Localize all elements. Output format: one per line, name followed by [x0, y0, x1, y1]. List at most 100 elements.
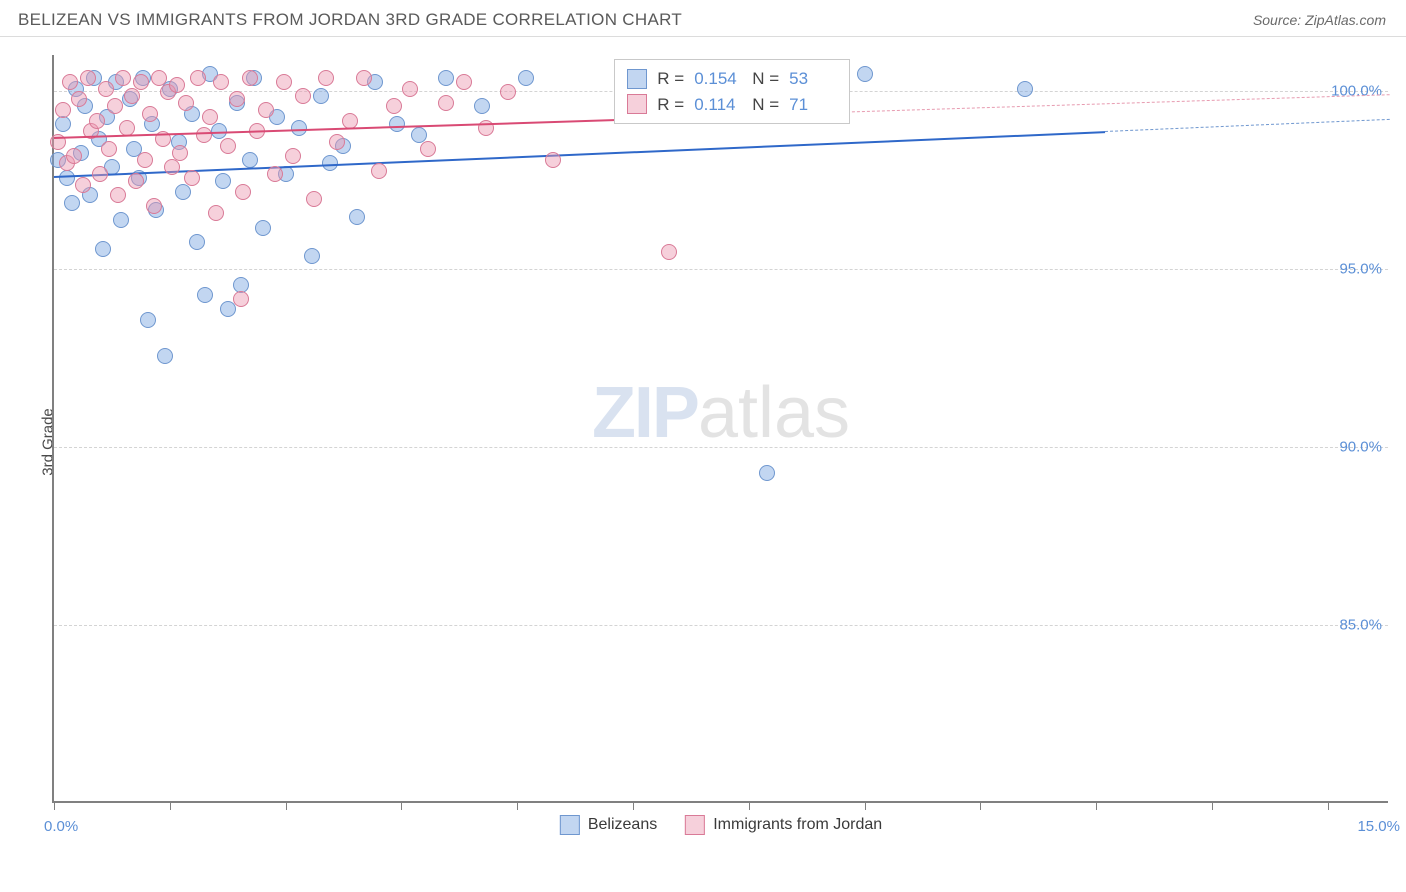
data-point — [661, 244, 677, 260]
data-point — [133, 74, 149, 90]
data-point — [242, 70, 258, 86]
data-point — [371, 163, 387, 179]
data-point — [124, 88, 140, 104]
data-point — [356, 70, 372, 86]
data-point — [119, 120, 135, 136]
x-tick — [633, 801, 634, 810]
watermark-zip: ZIP — [592, 373, 698, 453]
data-point — [172, 145, 188, 161]
data-point — [389, 116, 405, 132]
legend: Belizeans Immigrants from Jordan — [560, 815, 882, 835]
data-point — [92, 166, 108, 182]
n-value: 53 — [789, 66, 837, 92]
watermark: ZIPatlas — [592, 372, 850, 454]
legend-label: Immigrants from Jordan — [713, 816, 882, 834]
stats-legend-box: R =0.154N =53R =0.114N =71 — [614, 59, 850, 124]
data-point — [55, 116, 71, 132]
data-point — [342, 113, 358, 129]
data-point — [220, 301, 236, 317]
data-point — [59, 170, 75, 186]
x-axis-max-label: 15.0% — [1357, 818, 1400, 835]
data-point — [235, 184, 251, 200]
data-point — [164, 159, 180, 175]
gridline — [54, 269, 1388, 270]
data-point — [55, 102, 71, 118]
x-tick — [865, 801, 866, 810]
data-point — [285, 148, 301, 164]
n-value: 71 — [789, 92, 837, 118]
data-point — [140, 312, 156, 328]
data-point — [304, 248, 320, 264]
data-point — [474, 98, 490, 114]
data-point — [306, 191, 322, 207]
data-point — [386, 98, 402, 114]
x-tick — [286, 801, 287, 810]
data-point — [500, 84, 516, 100]
y-tick-label: 90.0% — [1339, 438, 1382, 455]
chart-container: 3rd Grade ZIPatlas 85.0%90.0%95.0%100.0%… — [0, 37, 1406, 847]
data-point — [146, 198, 162, 214]
data-point — [291, 120, 307, 136]
series-swatch — [627, 69, 647, 89]
y-tick-label: 85.0% — [1339, 616, 1382, 633]
legend-item: Belizeans — [560, 815, 657, 835]
data-point — [101, 141, 117, 157]
n-label: N = — [752, 66, 779, 92]
legend-swatch — [685, 815, 705, 835]
data-point — [267, 166, 283, 182]
x-tick — [980, 801, 981, 810]
data-point — [438, 70, 454, 86]
data-point — [142, 106, 158, 122]
r-value: 0.154 — [694, 66, 742, 92]
data-point — [113, 212, 129, 228]
data-point — [1017, 81, 1033, 97]
data-point — [110, 187, 126, 203]
data-point — [255, 220, 271, 236]
x-axis-min-label: 0.0% — [44, 818, 78, 835]
data-point — [189, 234, 205, 250]
watermark-atlas: atlas — [698, 373, 850, 453]
data-point — [229, 91, 245, 107]
data-point — [402, 81, 418, 97]
data-point — [169, 77, 185, 93]
x-tick — [401, 801, 402, 810]
data-point — [157, 348, 173, 364]
data-point — [175, 184, 191, 200]
data-point — [98, 81, 114, 97]
legend-swatch — [560, 815, 580, 835]
x-tick — [54, 801, 55, 810]
data-point — [128, 173, 144, 189]
data-point — [258, 102, 274, 118]
x-tick — [170, 801, 171, 810]
series-swatch — [627, 94, 647, 114]
data-point — [857, 66, 873, 82]
plot-area: ZIPatlas 85.0%90.0%95.0%100.0%0.0%15.0%R… — [52, 55, 1388, 803]
r-label: R = — [657, 92, 684, 118]
data-point — [420, 141, 436, 157]
r-value: 0.114 — [694, 92, 742, 118]
data-point — [197, 287, 213, 303]
trend-line-extrapolated — [1105, 119, 1390, 132]
stats-row: R =0.114N =71 — [627, 92, 837, 118]
data-point — [137, 152, 153, 168]
data-point — [202, 109, 218, 125]
data-point — [62, 74, 78, 90]
data-point — [313, 88, 329, 104]
data-point — [545, 152, 561, 168]
legend-label: Belizeans — [588, 816, 657, 834]
data-point — [233, 291, 249, 307]
data-point — [518, 70, 534, 86]
x-tick — [1328, 801, 1329, 810]
data-point — [196, 127, 212, 143]
data-point — [242, 152, 258, 168]
data-point — [456, 74, 472, 90]
gridline — [54, 447, 1388, 448]
data-point — [178, 95, 194, 111]
chart-header: BELIZEAN VS IMMIGRANTS FROM JORDAN 3RD G… — [0, 0, 1406, 37]
data-point — [184, 170, 200, 186]
data-point — [115, 70, 131, 86]
data-point — [220, 138, 236, 154]
data-point — [95, 241, 111, 257]
gridline — [54, 625, 1388, 626]
x-tick — [1096, 801, 1097, 810]
